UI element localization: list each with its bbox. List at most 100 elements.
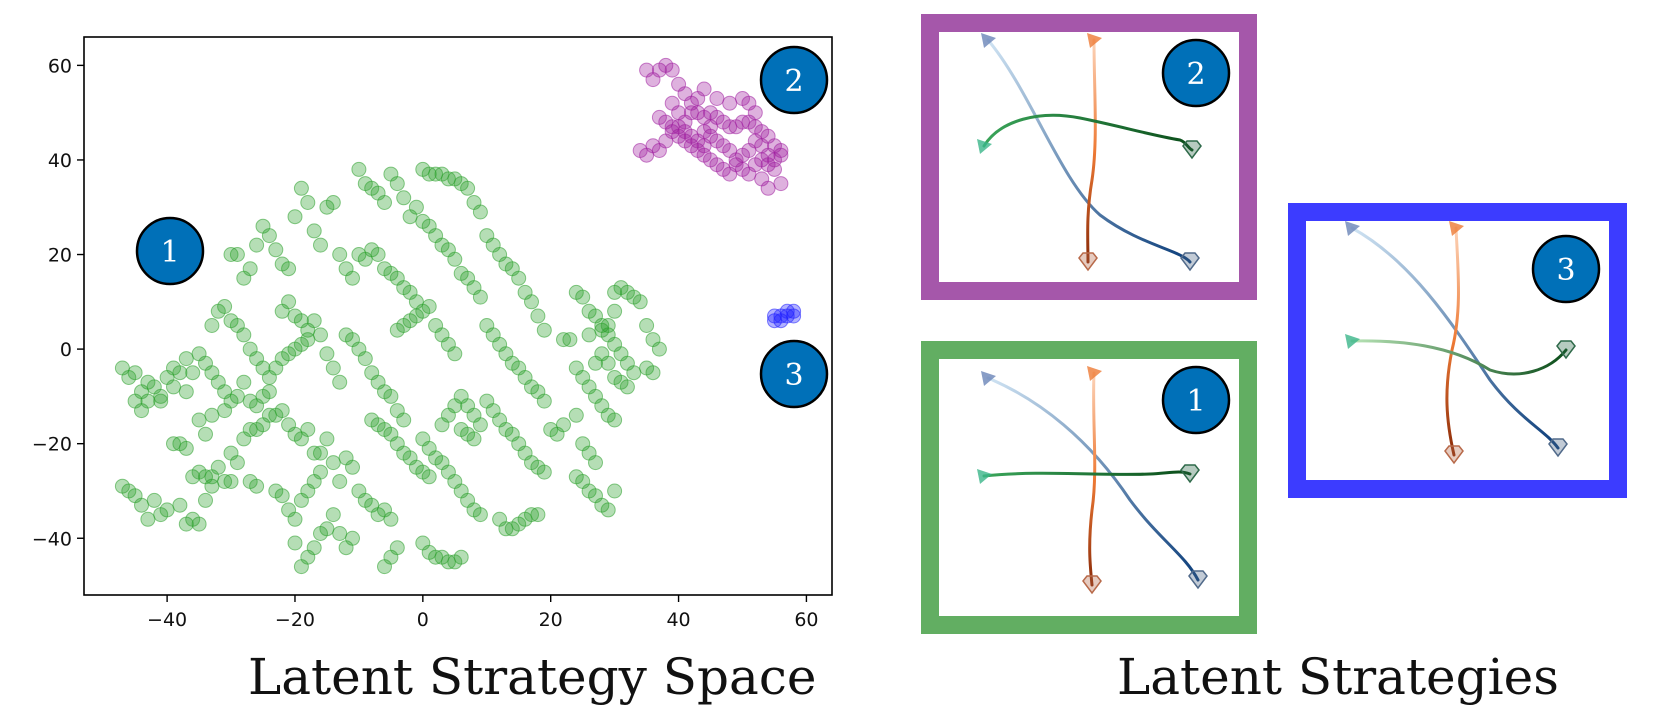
scatter-point-1-274 bbox=[632, 294, 648, 310]
scatter-point-2-49 bbox=[773, 176, 789, 192]
scatter-point-1-41 bbox=[191, 516, 207, 532]
scatter-point-1-292 bbox=[166, 379, 181, 395]
scatter-point-1-81 bbox=[274, 488, 290, 504]
panel-badge-2-circle bbox=[1161, 38, 1231, 108]
plot-badge-1-circle bbox=[135, 216, 205, 286]
panel-3-goal-diamond-icon bbox=[1444, 445, 1464, 465]
plot-cluster-badges: 1 2 3 bbox=[135, 45, 829, 409]
plot-badge-3: 3 bbox=[759, 339, 829, 409]
scatter-point-1-269 bbox=[626, 365, 642, 381]
scatter-point-1-279 bbox=[645, 365, 661, 381]
scatter-point-1-136 bbox=[389, 176, 405, 192]
scatter-point-1-27 bbox=[210, 459, 226, 475]
scatter-point-1-11 bbox=[153, 393, 169, 409]
plot-badge-3-circle bbox=[759, 339, 829, 409]
scatter-point-1-290 bbox=[127, 365, 143, 381]
scatter-point-1-189 bbox=[472, 507, 488, 523]
plot-badge-1-label: 1 bbox=[160, 235, 179, 270]
panel-2-markers bbox=[977, 33, 1202, 272]
scatter-point-1-134 bbox=[377, 195, 392, 210]
panel-badges: 2 1 3 bbox=[1161, 38, 1601, 435]
scatter-point-1-284 bbox=[619, 379, 635, 395]
panel-1-blue-trajectory bbox=[986, 376, 1200, 582]
scatter-point-1-249 bbox=[568, 407, 584, 423]
panel-1-goal-diamond-icon bbox=[1082, 575, 1102, 595]
scatter-point-1-95 bbox=[236, 327, 252, 343]
panel-2-start-triangle-icon bbox=[981, 33, 996, 48]
scatter-point-1-129 bbox=[332, 374, 348, 390]
scatter-point-1-255 bbox=[600, 502, 616, 518]
scatter-point-1-12 bbox=[178, 351, 194, 367]
scatter-point-1-277 bbox=[651, 341, 667, 357]
scatter-point-1-34 bbox=[140, 511, 156, 527]
panel-1-start-triangle-icon bbox=[981, 371, 996, 386]
scatter-point-2-59 bbox=[696, 81, 712, 97]
panel-2-blue-trajectory bbox=[986, 38, 1192, 264]
scatter-point-1-259 bbox=[588, 455, 603, 471]
panel-2-goal-diamond-icon bbox=[1180, 252, 1200, 272]
panel-1-start-triangle-icon bbox=[977, 469, 992, 484]
scatter-point-1-38 bbox=[172, 497, 188, 513]
panel-1-green-trajectory bbox=[982, 470, 1192, 478]
scatter-point-1-60 bbox=[325, 455, 341, 471]
x-tick-label: 0 bbox=[417, 609, 429, 631]
x-tick-label: −40 bbox=[147, 609, 187, 631]
y-tick-label: 40 bbox=[48, 150, 72, 172]
scatter-point-1-287 bbox=[588, 355, 603, 371]
x-tick-label: −20 bbox=[275, 609, 315, 631]
scatter-point-1-110 bbox=[287, 209, 303, 225]
scatter-point-1-142 bbox=[428, 166, 444, 182]
scatter-point-1-59 bbox=[319, 431, 335, 447]
panel-3-markers bbox=[1345, 221, 1576, 465]
scatter-point-1-117 bbox=[332, 247, 348, 262]
scatter-point-1-126 bbox=[313, 327, 328, 343]
scatter-point-1-42 bbox=[198, 492, 213, 508]
panel-badge-2: 2 bbox=[1161, 38, 1231, 108]
scatter-point-1-207 bbox=[524, 294, 539, 310]
scatter-point-1-45 bbox=[223, 445, 239, 461]
scatter-point-2-53 bbox=[760, 180, 776, 196]
scatter-point-1-261 bbox=[575, 289, 591, 305]
latent-strategies-caption: Latent Strategies bbox=[1117, 648, 1559, 706]
scatter-point-1-288 bbox=[581, 327, 597, 343]
x-axis-ticks: −40 −20 0 20 40 60 bbox=[147, 595, 819, 631]
panel-2-start-triangle-icon bbox=[977, 139, 992, 154]
plot-badge-2-circle bbox=[759, 45, 829, 115]
y-tick-label: 60 bbox=[48, 55, 72, 77]
scatter-point-1-225 bbox=[524, 507, 539, 523]
scatter-point-1-9 bbox=[172, 365, 188, 381]
scatter-point-1-298 bbox=[229, 388, 245, 404]
scatter-point-3-6 bbox=[779, 303, 795, 319]
scatter-point-1-165 bbox=[447, 251, 463, 267]
scatter-point-1-101 bbox=[229, 247, 245, 262]
scatter-point-1-239 bbox=[536, 393, 552, 409]
scatter-point-1-89 bbox=[249, 478, 265, 494]
panel-1-goal-diamond-icon bbox=[1188, 570, 1208, 590]
scatter-point-1-275 bbox=[639, 318, 655, 333]
scatter-point-1-114 bbox=[313, 237, 328, 253]
scatter-point-1-226 bbox=[530, 507, 546, 523]
scatter-point-1-6 bbox=[153, 388, 169, 404]
scatter-point-1-83 bbox=[287, 511, 303, 527]
scatter-point-1-286 bbox=[600, 318, 616, 333]
scatter-point-1-293 bbox=[178, 384, 194, 400]
panel-1-orange-trajectory bbox=[1088, 371, 1097, 587]
scatter-point-2-57 bbox=[722, 95, 738, 111]
x-tick-label: 20 bbox=[539, 609, 563, 631]
scatter-point-1-241 bbox=[562, 332, 578, 348]
scatter-point-1-147 bbox=[460, 180, 476, 196]
y-tick-label: 0 bbox=[60, 339, 72, 361]
scatter-point-1-329 bbox=[421, 469, 437, 485]
scatter-point-1-199 bbox=[389, 540, 405, 556]
scatter-point-1-303 bbox=[261, 384, 277, 400]
scatter-point-1-77 bbox=[332, 526, 348, 541]
scatter-point-1-29 bbox=[223, 474, 239, 489]
scatter-point-1-179 bbox=[396, 412, 412, 428]
scatter-point-1-256 bbox=[607, 483, 623, 499]
scatter-point-1-75 bbox=[319, 521, 335, 537]
panel-3-green-trajectory bbox=[1350, 339, 1568, 376]
panel-2-goal-diamond-icon bbox=[1182, 140, 1202, 160]
scatter-point-1-149 bbox=[472, 204, 488, 220]
x-tick-label: 40 bbox=[666, 609, 690, 631]
